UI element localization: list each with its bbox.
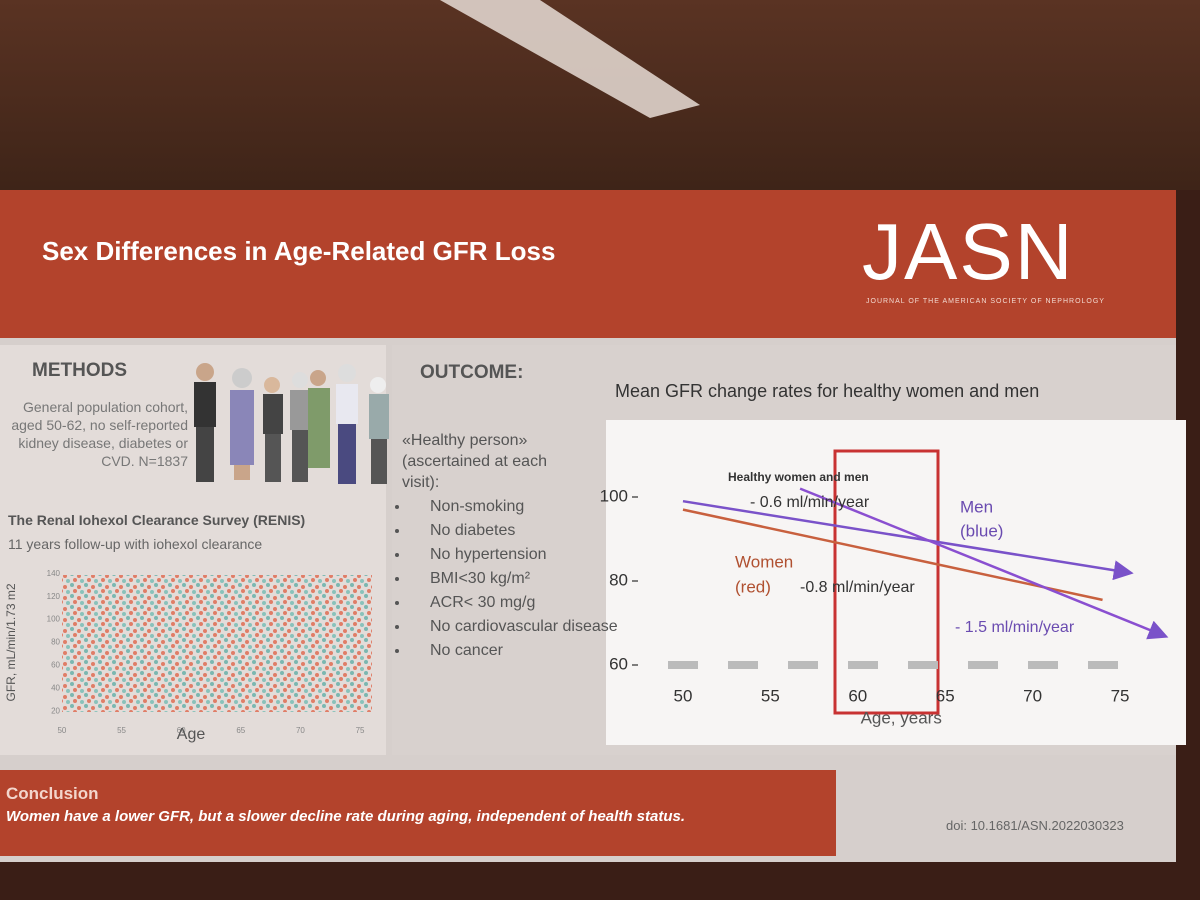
criterion: No hypertension [410,544,620,565]
y-tick-label: 80 [51,638,60,647]
chart-title: Mean GFR change rates for healthy women … [615,381,1039,401]
annotation: - 1.5 ml/min/year [955,619,1075,636]
x-tick-label: 70 [1023,686,1042,705]
slide-title: Sex Differences in Age-Related GFR Loss [42,236,556,266]
criterion: Non-smoking [410,496,620,517]
highlight-box [833,449,940,715]
annotation: (blue) [960,521,1003,540]
point-cloud [62,575,372,712]
x-axis-label: Age [177,726,206,743]
ceiling [0,0,1200,190]
doi: doi: 10.1681/ASN.2022030323 [946,818,1124,833]
people-illustration [194,363,389,484]
y-tick-label: 140 [47,569,61,578]
x-tick-label: 75 [356,726,365,735]
annotation: (red) [735,577,771,596]
annotation: Women [735,552,793,571]
conclusion-box [0,770,836,856]
annotation: Healthy women and men [728,470,869,484]
x-tick-label: 70 [296,726,305,735]
y-tick-label: 60 [609,654,628,673]
x-axis-label: Age, years [861,708,942,727]
logo: JASN [862,207,1075,296]
conclusion-text: Women have a lower GFR, but a slower dec… [6,808,685,825]
header-band [0,190,1176,338]
y-tick-label: 20 [51,706,60,715]
criterion: No cardiovascular disease [410,616,620,637]
x-tick-label: 65 [936,686,955,705]
line-series [682,499,1134,581]
x-tick-label: 55 [117,726,126,735]
y-tick-label: 100 [600,486,628,505]
line-series [799,487,1169,640]
follow-up: 11 years follow-up with iohexol clearanc… [8,536,263,552]
y-tick-label: 80 [609,570,628,589]
x-tick-label: 50 [57,726,66,735]
x-tick-label: 55 [761,686,780,705]
annotation: -0.8 ml/min/year [800,579,915,596]
annotation: - 0.6 ml/min/year [750,494,870,511]
criterion: No diabetes [410,520,620,541]
line-series [682,508,1103,602]
definition-title: «Healthy person» [402,432,528,449]
criteria-list: Non-smoking No diabetes No hypertension BMI… [380,496,620,664]
y-tick-label: 100 [47,615,61,624]
y-tick-label: 40 [51,683,60,692]
logo-subtitle: JOURNAL OF THE AMERICAN SOCIETY OF NEPHR… [866,298,1105,305]
light-fixture [440,0,700,118]
x-tick-label: 50 [674,686,693,705]
definition: «Healthy person» (ascertained at each vi… [402,430,582,493]
x-tick-label: 60 [848,686,867,705]
outcome-heading: OUTCOME: [420,362,524,383]
methods-heading: METHODS [32,360,127,381]
annotation: Men [960,497,993,516]
definition-note: (ascertained at each visit): [402,453,547,491]
criterion: ACR< 30 mg/g [410,592,620,613]
x-tick-label: 60 [177,726,186,735]
x-tick-label: 75 [1111,686,1130,705]
x-tick-label: 65 [236,726,245,735]
chart-panel [606,420,1186,745]
y-axis-label: GFR, mL/min/1.73 m2 [4,583,18,701]
criterion: No cancer [410,640,620,661]
y-tick-label: 60 [51,661,60,670]
criterion: BMI<30 kg/m² [410,568,620,589]
y-tick-label: 120 [47,592,61,601]
methods-description: General population cohort, aged 50-62, n… [11,399,188,469]
study-name: The Renal Iohexol Clearance Survey (RENI… [8,512,306,528]
conclusion-heading: Conclusion [6,784,99,803]
